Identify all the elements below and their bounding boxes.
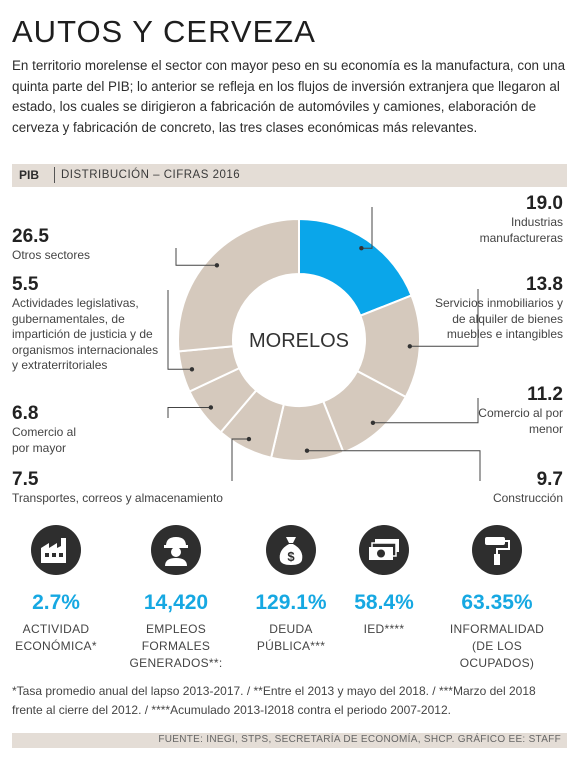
slice-text: Actividades legislativas, gubernamentale…: [12, 296, 159, 372]
slice-label-comercio-mayor: 6.8 Comercio al por mayor: [12, 403, 87, 456]
stat-deuda: $ 129.1% DEUDA PÚBLICA***: [231, 525, 351, 655]
donut-hole: [233, 274, 365, 406]
stat-caption: IED****: [363, 622, 405, 636]
slice-value: 5.5: [12, 274, 39, 295]
worker-icon: [151, 525, 201, 575]
paint-roller-icon: [472, 525, 522, 575]
section-bar: PIB DISTRIBUCIÓN – CIFRAS 2016: [12, 164, 567, 187]
slice-value: 9.7: [536, 469, 563, 490]
leader-line: [409, 289, 479, 347]
slice-text: Otros sectores: [12, 248, 91, 262]
leader-line: [361, 207, 373, 249]
section-subtitle: DISTRIBUCIÓN – CIFRAS 2016: [61, 169, 241, 181]
stat-value: 63.35%: [461, 591, 533, 614]
donut-center-label: MORELOS: [249, 330, 349, 352]
slice-text: Servicios inmobiliarios y de alquiler de…: [434, 296, 563, 341]
leader-line: [307, 450, 481, 481]
source-text: FUENTE: INEGI, STPS, SECRETARÍA DE ECONO…: [158, 734, 561, 745]
slice-value: 11.2: [527, 384, 563, 405]
slice-text: Industrias manufactureras: [479, 215, 563, 245]
leader-line: [231, 438, 249, 481]
slice-text: Transportes, correos y almacenamiento: [12, 491, 223, 505]
leader-line: [372, 398, 479, 424]
slice-value: 6.8: [12, 403, 39, 424]
slice-label-construccion: 9.7 Construcción: [493, 469, 563, 507]
footnote: *Tasa promedio anual del lapso 2013-2017…: [12, 684, 536, 717]
stat-ied: 58.4% IED****: [324, 525, 444, 638]
section-pib-label: PIB: [19, 168, 40, 182]
slice-label-transportes: 7.5 Transportes, correos y almacenamient…: [12, 469, 223, 507]
svg-text:$: $: [287, 549, 295, 564]
stat-value: 129.1%: [255, 591, 327, 614]
slice-text: Comercio al por menor: [478, 406, 563, 436]
slice-text: Construcción: [492, 491, 563, 505]
slice-label-otros: 26.5 Otros sectores: [12, 226, 90, 264]
bills-icon: [359, 525, 409, 575]
slice-value: 26.5: [12, 226, 49, 247]
section-divider: [54, 167, 55, 183]
leader-line: [167, 290, 192, 370]
stat-caption: INFORMALIDAD (DE LOS OCUPADOS): [449, 622, 545, 670]
stat-informalidad: 63.35% INFORMALIDAD (DE LOS OCUPADOS): [437, 525, 557, 672]
slice-value: 19.0: [526, 193, 563, 214]
stat-value: 14,420: [143, 591, 209, 614]
stat-caption: DEUDA PÚBLICA***: [256, 622, 326, 653]
leader-dot: [359, 245, 364, 251]
page-title: AUTOS Y CERVEZA: [12, 14, 316, 49]
slice-label-comercio-menor: 11.2 Comercio al por menor: [473, 384, 563, 437]
leader-line: [167, 406, 211, 418]
leader-dot: [189, 367, 195, 372]
stat-caption: EMPLEOS FORMALES GENERADOS**:: [129, 622, 223, 670]
slice-text: Comercio al por mayor: [12, 425, 77, 455]
stat-value: 58.4%: [354, 591, 414, 614]
leader-dot: [407, 344, 413, 349]
stat-caption: ACTIVIDAD ECONÓMICA*: [15, 622, 97, 653]
leader-dot: [208, 405, 214, 410]
leader-dot: [214, 263, 220, 268]
slice-label-manufactureras: 19.0 Industrias manufactureras: [433, 193, 563, 246]
slice-label-inmobiliarios: 13.8 Servicios inmobiliarios y de alquil…: [433, 274, 563, 343]
stat-actividad: 2.7% ACTIVIDAD ECONÓMICA*: [0, 525, 116, 655]
intro-paragraph: En territorio morelense el sector con ma…: [12, 58, 566, 135]
slice-value: 13.8: [526, 274, 563, 295]
factory-icon: [31, 525, 81, 575]
stat-value: 2.7%: [32, 591, 80, 614]
leader-dot: [370, 420, 376, 425]
stat-empleos: 14,420 EMPLEOS FORMALES GENERADOS**:: [110, 525, 242, 672]
leader-dot: [304, 448, 310, 453]
leader-line: [175, 248, 217, 266]
source-bar: FUENTE: INEGI, STPS, SECRETARÍA DE ECONO…: [12, 733, 567, 748]
leader-dot: [246, 436, 252, 442]
slice-value: 7.5: [12, 469, 39, 490]
money-bag-icon: $: [266, 525, 316, 575]
slice-label-legislativas: 5.5 Actividades legislativas, gubernamen…: [12, 274, 162, 374]
